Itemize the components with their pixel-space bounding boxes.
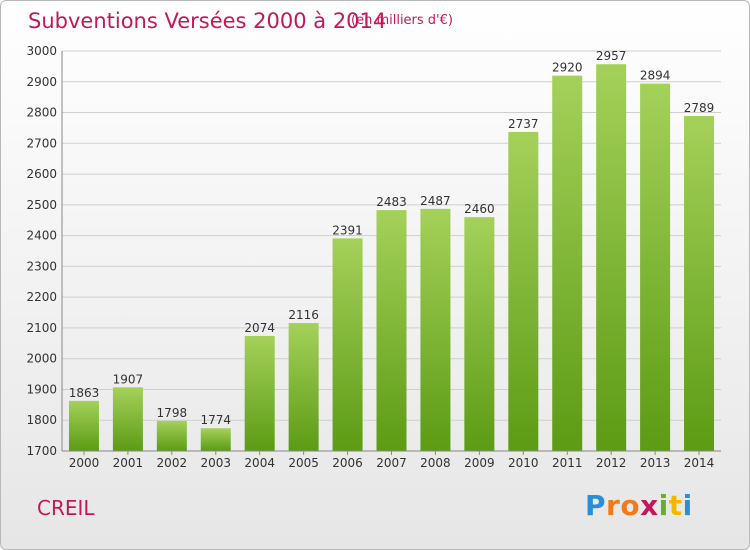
bar (332, 238, 363, 451)
y-tick-label: 2300 (26, 259, 57, 273)
proxiti-logo[interactable]: Proxiti (585, 489, 693, 522)
bar (508, 131, 539, 451)
x-tick-label: 2004 (244, 456, 275, 470)
bar (596, 64, 627, 451)
y-tick-label: 2200 (26, 290, 57, 304)
bar (288, 323, 319, 451)
location-label: CREIL (37, 496, 95, 520)
x-tick-label: 2006 (332, 456, 363, 470)
y-tick-label: 2700 (26, 136, 57, 150)
x-tick-label: 2001 (113, 456, 144, 470)
bar-value-label: 2789 (684, 101, 715, 115)
x-tick-label: 2003 (200, 456, 231, 470)
bar (552, 75, 583, 451)
bar (68, 400, 99, 451)
logo-letter: x (640, 489, 659, 522)
x-tick-label: 2013 (640, 456, 671, 470)
x-tick-label: 2002 (157, 456, 188, 470)
x-tick-label: 2010 (508, 456, 539, 470)
bar (112, 387, 143, 451)
y-tick-label: 2800 (26, 106, 57, 120)
bar-value-label: 2957 (596, 49, 627, 63)
y-tick-label: 2000 (26, 352, 57, 366)
logo-letter: P (585, 489, 607, 522)
x-tick-label: 2000 (69, 456, 100, 470)
x-tick-label: 2014 (684, 456, 715, 470)
y-tick-label: 2500 (26, 198, 57, 212)
y-tick-label: 2400 (26, 229, 57, 243)
y-tick-label: 2100 (26, 321, 57, 335)
bar (244, 335, 275, 451)
x-tick-label: 2005 (288, 456, 319, 470)
bar-value-label: 1774 (200, 413, 231, 427)
bar (464, 217, 495, 451)
bar (156, 420, 187, 451)
y-tick-label: 1800 (26, 413, 57, 427)
logo-letter: i (682, 489, 693, 522)
bar (684, 115, 715, 451)
logo-letter: t (668, 489, 683, 522)
x-tick-label: 2007 (376, 456, 407, 470)
bar-value-label: 2483 (376, 195, 407, 209)
bar-value-label: 1798 (157, 406, 188, 420)
x-tick-label: 2008 (420, 456, 451, 470)
logo-letter: i (658, 489, 669, 522)
y-tick-label: 2600 (26, 167, 57, 181)
y-tick-label: 1900 (26, 382, 57, 396)
chart-unit-label: (en milliers d'€) (351, 13, 453, 28)
y-tick-label: 2900 (26, 75, 57, 89)
bar (420, 208, 451, 451)
x-tick-label: 2009 (464, 456, 495, 470)
bar-value-label: 2074 (244, 321, 275, 335)
bar (640, 83, 671, 451)
x-tick-label: 2011 (552, 456, 583, 470)
logo-letter: r (606, 489, 621, 522)
x-tick-label: 2012 (596, 456, 627, 470)
bar-value-label: 2460 (464, 202, 495, 216)
y-tick-label: 1700 (26, 444, 57, 458)
bar (376, 210, 407, 451)
bar-value-label: 2116 (288, 308, 319, 322)
bar-value-label: 2487 (420, 194, 451, 208)
chart-title: Subventions Versées 2000 à 2014 (28, 9, 387, 33)
bar-value-label: 2391 (332, 223, 363, 237)
bar-value-label: 2737 (508, 117, 539, 131)
bar-value-label: 2894 (640, 69, 671, 83)
bar-value-label: 1907 (113, 372, 144, 386)
bar-value-label: 2920 (552, 61, 583, 75)
logo-letter: o (620, 489, 641, 522)
y-tick-label: 3000 (26, 44, 57, 58)
bar (200, 428, 231, 451)
bar-value-label: 1863 (69, 386, 100, 400)
